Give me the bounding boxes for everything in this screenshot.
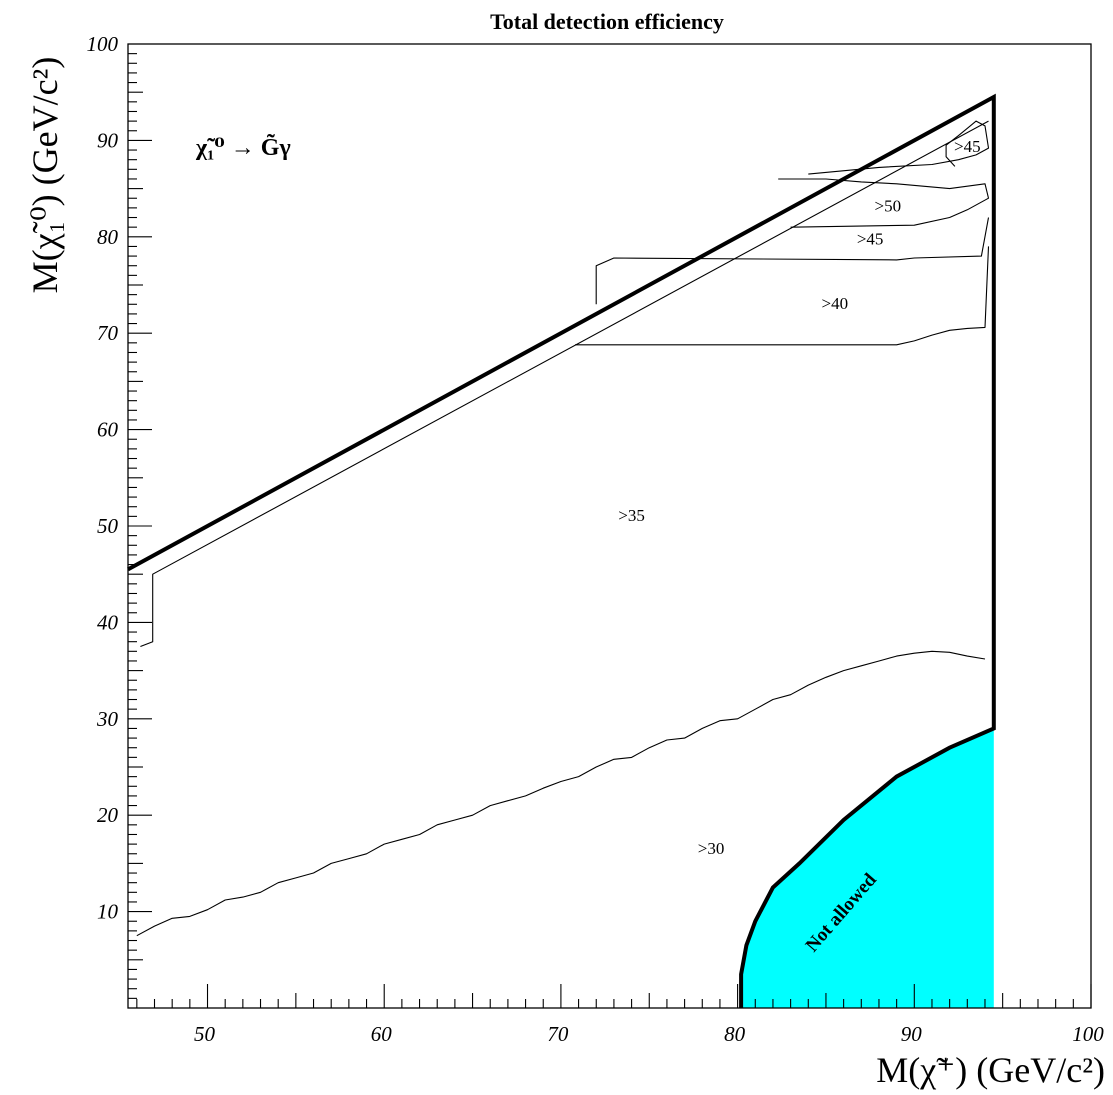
y-tick-label: 100: [87, 32, 119, 56]
contour-line-0: [136, 650, 986, 937]
y-tick-label: 50: [97, 514, 119, 538]
process-label: χ̃₁⁰ → G̃γ: [195, 135, 291, 161]
chart-title: Total detection efficiency: [490, 9, 724, 34]
x-axis-label: M(χ̃⁺) (GeV/c²): [876, 1050, 1105, 1090]
x-tick-label: 90: [901, 1022, 923, 1046]
contour-label-0: >30: [698, 839, 725, 858]
contour-line-2: [575, 246, 990, 346]
y-axis-label: M(χ̃₁⁰) (GeV/c²): [25, 57, 65, 294]
contour-label-3: >45: [857, 230, 884, 249]
x-tick-label: 80: [724, 1022, 746, 1046]
y-tick-label: 60: [97, 418, 119, 442]
y-tick-label: 70: [97, 321, 119, 345]
contour-line-3: [595, 217, 990, 305]
kinematic-boundary: [127, 93, 996, 1008]
y-tick-label: 90: [97, 128, 119, 152]
contour-label-5: >45: [954, 137, 981, 156]
contour-line-5: [808, 120, 990, 175]
y-tick-label: 10: [97, 900, 119, 924]
y-tick-label: 40: [97, 610, 119, 634]
not-allowed-region: [741, 728, 994, 1008]
contour-label-4: >50: [875, 197, 902, 216]
x-tick-label: 100: [1072, 1022, 1104, 1046]
y-tick-label: 80: [97, 225, 119, 249]
y-tick-label: 20: [97, 803, 119, 827]
x-tick-label: 60: [371, 1022, 393, 1046]
contour-line-1: [140, 120, 989, 648]
x-tick-label: 70: [547, 1022, 569, 1046]
contour-label-2: >40: [821, 294, 848, 313]
x-tick-label: 50: [194, 1022, 216, 1046]
y-tick-label: 30: [96, 707, 119, 731]
contour-line-4: [778, 178, 990, 228]
contour-label-1: >35: [618, 506, 645, 525]
